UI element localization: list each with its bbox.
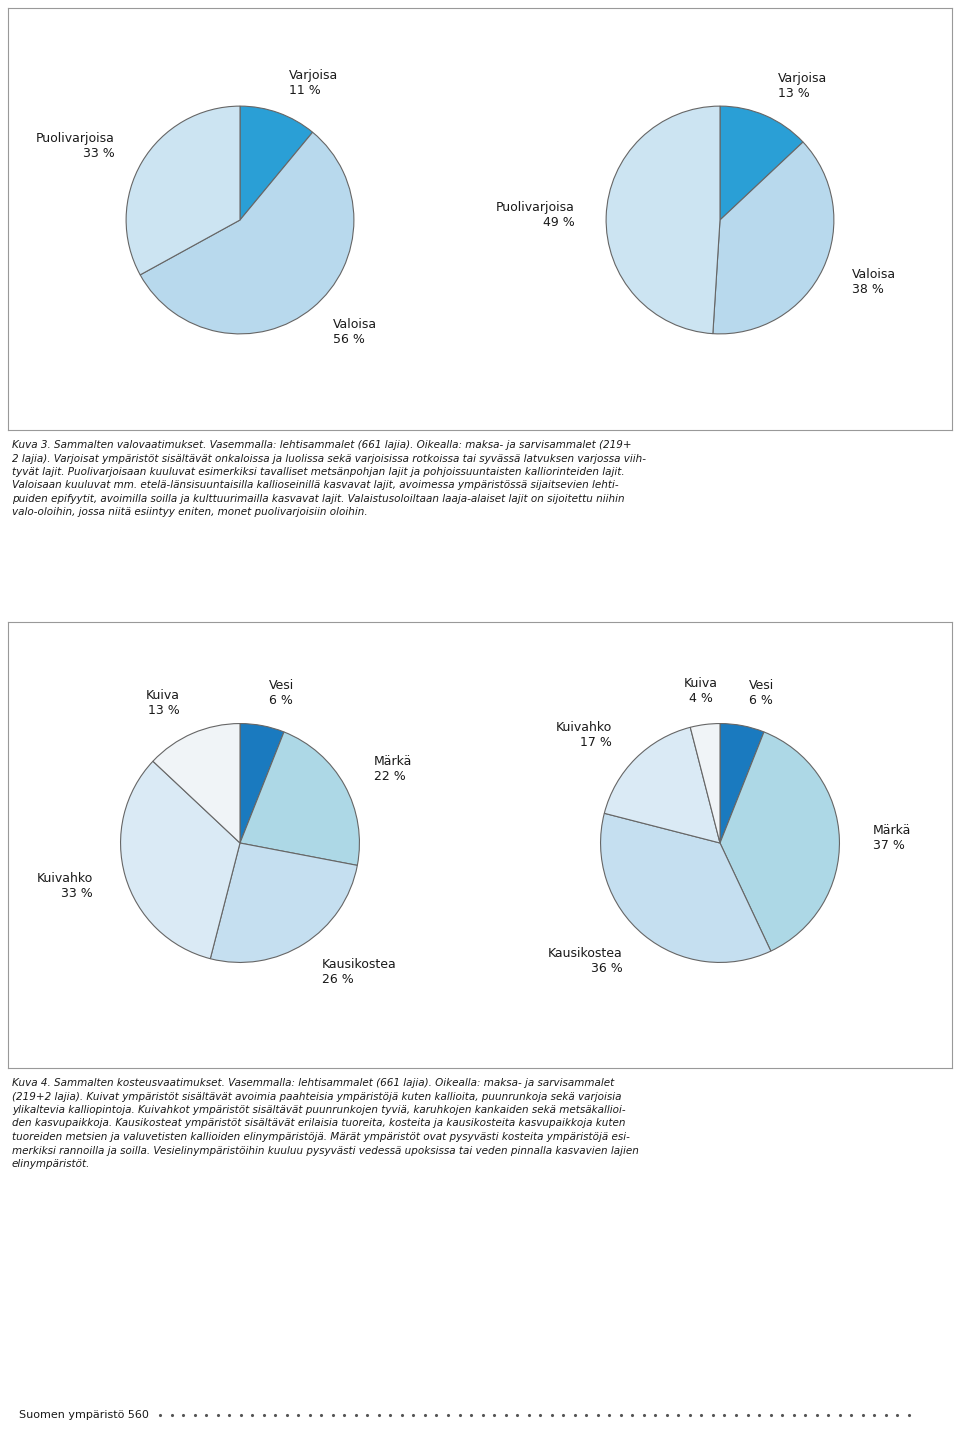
Text: Puolivarjoisa
49 %: Puolivarjoisa 49 % — [495, 202, 574, 229]
Text: Vesi
6 %: Vesi 6 % — [749, 679, 774, 707]
Text: Vesi
6 %: Vesi 6 % — [269, 679, 294, 707]
Wedge shape — [713, 143, 834, 335]
Text: II: II — [920, 1409, 928, 1422]
Text: Valoisaan kuuluvat mm. etelä-länsisuuntaisilla kallioseinillä kasvavat lajit, av: Valoisaan kuuluvat mm. etelä-länsisuunta… — [12, 480, 618, 490]
Text: Valoisa
38 %: Valoisa 38 % — [852, 268, 896, 296]
Text: Kausikostea
26 %: Kausikostea 26 % — [322, 957, 396, 986]
Wedge shape — [153, 724, 240, 844]
Wedge shape — [140, 133, 354, 335]
Text: Kuva 4. Sammalten kosteusvaatimukset. Vasemmalla: lehtisammalet (661 lajia). Oik: Kuva 4. Sammalten kosteusvaatimukset. Va… — [12, 1079, 614, 1089]
Text: Kuivahko
33 %: Kuivahko 33 % — [36, 871, 93, 900]
Wedge shape — [210, 844, 357, 962]
Wedge shape — [606, 107, 720, 333]
Text: tyvät lajit. Puolivarjoisaan kuuluvat esimerkiksi tavalliset metsänpohjan lajit : tyvät lajit. Puolivarjoisaan kuuluvat es… — [12, 467, 625, 477]
Wedge shape — [720, 733, 839, 952]
Text: Kuva 3. Sammalten valovaatimukset. Vasemmalla: lehtisammalet (661 lajia). Oikeal: Kuva 3. Sammalten valovaatimukset. Vasem… — [12, 440, 632, 450]
Text: puiden epifyytit, avoimilla soilla ja kulttuurimailla kasvavat lajit. Valaistuso: puiden epifyytit, avoimilla soilla ja ku… — [12, 495, 625, 505]
Text: elinympäristöt.: elinympäristöt. — [12, 1159, 90, 1169]
Text: Kuivahko
17 %: Kuivahko 17 % — [556, 721, 612, 748]
Wedge shape — [240, 733, 359, 865]
Text: Varjoisa
11 %: Varjoisa 11 % — [289, 69, 339, 97]
Wedge shape — [690, 724, 720, 844]
Text: 2 lajia). Varjoisat ympäristöt sisältävät onkaloissa ja luolissa sekä varjoisiss: 2 lajia). Varjoisat ympäristöt sisältävä… — [12, 453, 646, 463]
Text: merkiksi rannoilla ja soilla. Vesielinympäristöihin kuuluu pysyvästi vedessä upo: merkiksi rannoilla ja soilla. Vesielinym… — [12, 1145, 638, 1155]
Text: Valoisa
56 %: Valoisa 56 % — [333, 319, 377, 346]
Text: den kasvupaikkoja. Kausikosteat ympäristöt sisältävät erilaisia tuoreita, kostei: den kasvupaikkoja. Kausikosteat ympärist… — [12, 1119, 626, 1129]
Wedge shape — [604, 727, 720, 844]
Wedge shape — [121, 761, 240, 959]
Text: Kuiva
4 %: Kuiva 4 % — [684, 678, 718, 705]
Wedge shape — [601, 813, 771, 962]
Text: Kausikostea
36 %: Kausikostea 36 % — [548, 947, 622, 975]
Wedge shape — [240, 724, 284, 844]
Text: ylikaltevia kalliopintoja. Kuivahkot ympäristöt sisältävät puunrunkojen tyviä, k: ylikaltevia kalliopintoja. Kuivahkot ymp… — [12, 1105, 626, 1115]
Wedge shape — [126, 107, 240, 275]
Text: Varjoisa
13 %: Varjoisa 13 % — [778, 72, 828, 99]
Text: Suomen ympäristö 560: Suomen ympäristö 560 — [19, 1410, 149, 1420]
Wedge shape — [720, 724, 764, 844]
Wedge shape — [240, 107, 313, 221]
Text: (219+2 lajia). Kuivat ympäristöt sisältävät avoimia paahteisia ympäristöjä kuten: (219+2 lajia). Kuivat ympäristöt sisältä… — [12, 1092, 621, 1102]
Text: Kuiva
13 %: Kuiva 13 % — [145, 689, 180, 717]
Text: Märkä
37 %: Märkä 37 % — [873, 825, 911, 852]
Text: Märkä
22 %: Märkä 22 % — [374, 756, 413, 783]
Text: tuoreiden metsien ja valuvetisten kallioiden elinympäristöjä. Märät ympäristöt o: tuoreiden metsien ja valuvetisten kallio… — [12, 1132, 630, 1142]
Text: valo-oloihin, jossa niitä esiintyy eniten, monet puolivarjoisiin oloihin.: valo-oloihin, jossa niitä esiintyy enite… — [12, 508, 368, 518]
Text: Puolivarjoisa
33 %: Puolivarjoisa 33 % — [36, 131, 114, 160]
Wedge shape — [720, 107, 803, 221]
